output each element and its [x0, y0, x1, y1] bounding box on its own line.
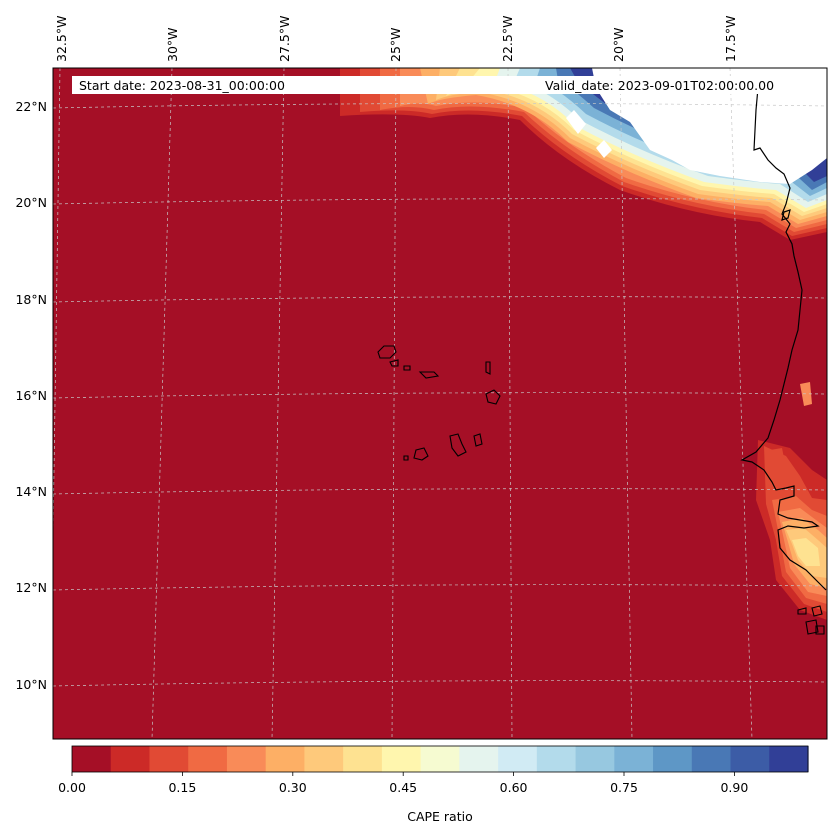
- colorbar-title: CAPE ratio: [407, 809, 473, 824]
- colorbar-tick-label: 0.15: [168, 780, 196, 795]
- islands: [377, 345, 825, 635]
- colorbar-tick-label: 0.90: [720, 780, 748, 795]
- coastline: [740, 87, 827, 591]
- island-sao-nicolau: [418, 371, 440, 379]
- colorbar-tick-label: 0.60: [500, 780, 528, 795]
- island-sal: [485, 361, 491, 375]
- island-bijagos-4: [815, 625, 825, 635]
- island-fogo: [413, 447, 429, 461]
- colorbar-tick-label: 0.75: [610, 780, 638, 795]
- lon-label-30w: 30°W: [165, 27, 180, 62]
- date-info-strip: Start date: 2023-08-31_00:00:00 Valid_da…: [72, 76, 807, 94]
- colorbar-swatch: [72, 746, 112, 772]
- island-santa-luzia: [403, 365, 411, 371]
- island-santo-antao: [377, 345, 397, 359]
- colorbar-swatch: [536, 746, 577, 772]
- island-brava: [403, 455, 409, 461]
- lat-label-12n: 12°N: [15, 580, 47, 595]
- colorbar-tick-label: 0.00: [58, 780, 86, 795]
- lat-label-20n: 20°N: [15, 195, 47, 210]
- lat-label-18n: 18°N: [15, 292, 47, 307]
- colorbar-swatch: [188, 746, 228, 772]
- colorbar-swatch: [381, 746, 422, 772]
- island-bijagos-1: [797, 607, 807, 615]
- lat-label-22n: 22°N: [15, 99, 47, 114]
- island-maio: [473, 433, 483, 447]
- date-info-background: [72, 76, 807, 94]
- map-panel: [53, 68, 827, 739]
- colorbar: 0.00 0.15 0.30 0.45 0.60 0.75 0.90 CAPE ratio: [58, 745, 809, 824]
- lon-label-32-5w: 32.5°W: [54, 16, 69, 62]
- latitude-labels: 22°N 20°N 18°N 16°N 14°N 12°N 10°N: [15, 99, 47, 692]
- start-date-text: Start date: 2023-08-31_00:00:00: [79, 78, 285, 93]
- colorbar-swatch: [265, 746, 306, 772]
- colorbar-swatch: [149, 746, 189, 772]
- colorbar-swatch: [226, 746, 267, 772]
- colorbar-swatches: [72, 746, 809, 772]
- colorbar-swatch: [110, 746, 151, 772]
- lat-label-16n: 16°N: [15, 388, 47, 403]
- island-santiago: [449, 433, 467, 457]
- lon-label-22-5w: 22.5°W: [500, 16, 515, 62]
- map-frame: [52, 67, 828, 740]
- colorbar-swatch: [498, 746, 538, 772]
- colorbar-swatch: [769, 746, 809, 772]
- colorbar-tick-label: 0.30: [279, 780, 307, 795]
- colorbar-tick-label: 0.45: [389, 780, 417, 795]
- graticule: [53, 68, 827, 739]
- colorbar-swatch: [304, 746, 344, 772]
- longitude-labels: 32.5°W 30°W 27.5°W 25°W 22.5°W 20°W 17.5…: [54, 16, 738, 62]
- colorbar-swatch: [575, 746, 615, 772]
- lon-label-20w: 20°W: [611, 27, 626, 62]
- lat-label-10n: 10°N: [15, 677, 47, 692]
- colorbar-frame: [71, 745, 809, 773]
- valid-date-text: Valid_date: 2023-09-01T02:00:00.00: [545, 78, 774, 93]
- colorbar-swatch: [614, 746, 654, 772]
- colorbar-swatch: [653, 746, 693, 772]
- colorbar-swatch: [459, 746, 499, 772]
- island-sao-vicente: [389, 359, 399, 367]
- lat-label-14n: 14°N: [15, 484, 47, 499]
- colorbar-swatch: [420, 746, 460, 772]
- lon-label-17-5w: 17.5°W: [723, 16, 738, 62]
- island-bijagos-3: [805, 619, 819, 635]
- lon-label-25w: 25°W: [388, 27, 403, 62]
- colorbar-ticks: 0.00 0.15 0.30 0.45 0.60 0.75 0.90: [58, 772, 748, 795]
- colorbar-swatch: [691, 746, 732, 772]
- colorbar-swatch: [730, 746, 770, 772]
- lon-label-27-5w: 27.5°W: [277, 16, 292, 62]
- island-bijagos-2: [811, 605, 823, 617]
- colorbar-swatch: [343, 746, 383, 772]
- island-boa-vista: [485, 389, 501, 405]
